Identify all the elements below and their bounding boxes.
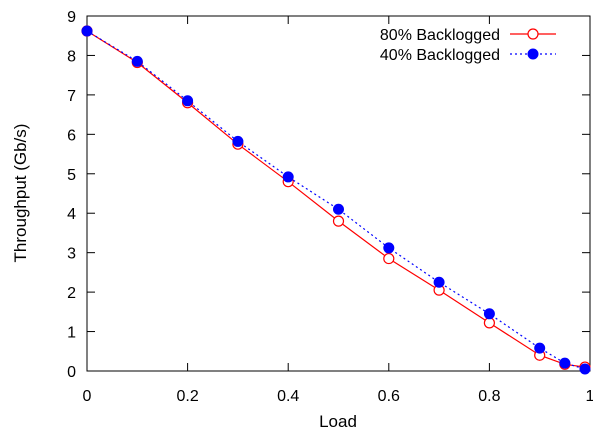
data-point	[483, 317, 495, 329]
data-point	[333, 203, 344, 215]
data-point	[483, 308, 495, 320]
legend-marker	[527, 28, 539, 40]
data-point	[433, 276, 445, 288]
legend-entry: 40% Backlogged	[380, 47, 556, 64]
y-tick-label: 6	[67, 127, 76, 144]
legend: 80% Backlogged 40% Backlogged	[380, 27, 556, 64]
plot-frame	[86, 15, 591, 372]
series-40-backlogged	[81, 25, 591, 375]
y-tick-label: 5	[67, 167, 76, 184]
data-point	[282, 171, 294, 183]
data-point	[383, 252, 395, 265]
x-tick-label: 0	[83, 388, 92, 405]
data-point	[332, 215, 345, 227]
legend-label: 40% Backlogged	[380, 47, 500, 64]
data-point	[579, 363, 591, 375]
y-tick-label: 1	[67, 325, 76, 342]
data-point	[232, 135, 244, 147]
y-tick-label: 0	[67, 364, 76, 381]
y-tick-label: 8	[67, 48, 76, 65]
x-tick-label: 0.4	[277, 388, 299, 405]
series-line	[86, 30, 586, 370]
data-point	[131, 55, 143, 67]
data-point	[81, 25, 93, 37]
x-tick-label: 1	[586, 388, 593, 405]
y-tick-label: 7	[67, 88, 76, 105]
x-axis-label: Load	[319, 412, 357, 431]
data-point	[383, 242, 395, 254]
y-tick-label: 3	[67, 246, 76, 263]
legend-entry: 80% Backlogged	[380, 27, 556, 44]
series-line	[86, 30, 586, 368]
legend-marker	[527, 48, 539, 60]
x-tick-label: 0.6	[378, 388, 400, 405]
x-tick-label: 0.2	[176, 388, 198, 405]
legend-label: 80% Backlogged	[380, 27, 500, 44]
data-point	[559, 357, 571, 369]
y-axis-label: Throughput (Gb/s)	[11, 124, 30, 263]
y-tick-label: 2	[67, 285, 76, 302]
data-point	[534, 342, 546, 354]
x-tick-label: 0.8	[478, 388, 500, 405]
y-tick-label: 4	[67, 206, 76, 223]
data-point	[182, 95, 194, 107]
y-tick-label: 9	[67, 9, 76, 26]
